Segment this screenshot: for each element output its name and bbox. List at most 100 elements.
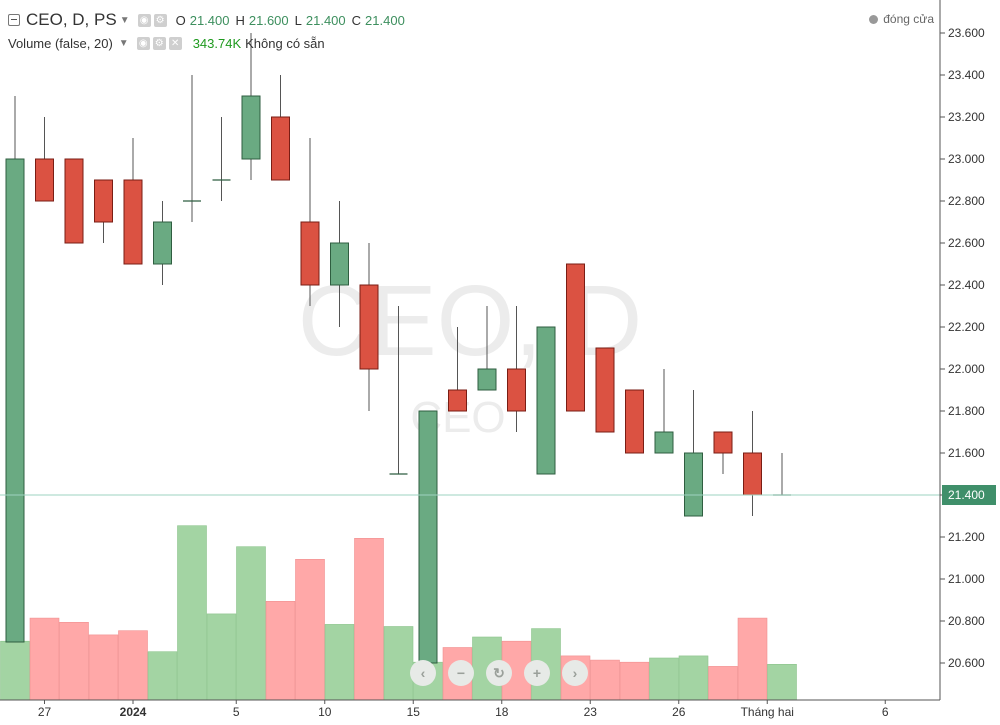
zoom-out-button[interactable]: − [448,660,474,686]
candle [448,327,467,412]
x-tick-label: 10 [318,705,332,719]
watermark-main: CEO, D [298,265,642,377]
candle-body [566,263,585,412]
volume-bar [295,558,325,701]
candle-body [654,431,674,454]
close-legend-label: đóng cửa [883,12,934,26]
resolution-chevron-icon[interactable]: ▼ [119,14,130,26]
volume-bar [354,537,384,701]
eye-icon[interactable]: ◉ [136,37,150,50]
y-tick-label: 23.000 [948,152,985,166]
volume-bar [147,651,178,701]
candle [507,306,526,432]
volume-bar [737,617,768,701]
candle [271,75,290,181]
volume-value: 343.74K [192,36,242,51]
candle-body [743,452,762,496]
gear-icon[interactable]: ⚙ [152,37,166,50]
low-key: L [294,12,302,28]
candle-body [330,242,349,286]
candle-body [477,368,497,391]
candle [183,75,201,222]
y-tick-label: 21.000 [948,572,985,586]
volume-bar [29,617,60,701]
x-tick-label: 27 [38,705,52,719]
price-candles [5,33,791,664]
scroll-left-button[interactable]: ‹ [410,660,436,686]
volume-bar [590,659,620,701]
candle [743,411,762,516]
candle [64,158,84,244]
x-tick-label: 5 [233,705,240,719]
scroll-right-button[interactable]: › [562,660,588,686]
candle-body [241,95,261,160]
y-tick-label: 23.200 [948,110,985,124]
volume-label[interactable]: Volume (false, 20) [8,36,113,51]
candle [713,431,733,474]
candle [418,410,438,664]
open-value: 21.400 [189,12,230,28]
y-tick-label: 22.800 [948,194,985,208]
y-tick-label: 23.400 [948,68,985,82]
volume-bar [619,661,650,701]
collapse-icon[interactable] [8,14,20,26]
close-key: C [351,12,362,28]
candle-body [359,284,379,370]
zoom-in-button[interactable]: + [524,660,550,686]
dot-icon [869,14,879,24]
candle [566,263,585,412]
volume-bar [649,657,679,701]
volume-chevron-icon[interactable]: ▼ [118,38,129,49]
candle-body [684,452,703,517]
y-tick-label: 22.000 [948,362,985,376]
x-tick-label: 18 [495,705,509,719]
y-tick-label: 20.800 [948,614,985,628]
candle [212,117,231,201]
low-value: 21.400 [305,12,346,28]
candle-body [153,221,172,265]
y-tick-label: 21.200 [948,530,985,544]
candle [123,138,143,265]
gear-icon[interactable]: ⚙ [153,13,167,27]
candle [241,33,261,180]
candle-body [64,158,84,244]
candle-body [536,326,556,475]
candle [300,138,320,306]
volume-na-text: Không có sẵn [245,36,325,51]
candle [94,179,113,243]
candle-body [5,158,25,643]
candle-body [625,389,644,454]
volume-bar [265,600,296,701]
price-axis-panel[interactable] [940,0,1000,725]
high-value: 21.600 [248,12,289,28]
x-tick-label: 15 [407,705,421,719]
y-tick-label: 22.200 [948,320,985,334]
candle [389,306,408,475]
reset-button[interactable]: ↻ [486,660,512,686]
x-tick-label: 23 [584,705,598,719]
y-tick-label: 23.600 [948,26,985,40]
volume-bar [708,666,738,701]
volume-bar [118,630,148,701]
close-icon[interactable]: ✕ [168,37,182,50]
main-series-legend: CEO, D, PS ▼ ◉ ⚙ O 21.400 H 21.600 L 21.400… [8,10,405,30]
x-tick-label: 6 [882,705,889,719]
volume-bar [767,663,797,701]
open-key: O [175,12,186,28]
volume-bar [383,626,414,701]
symbol-title[interactable]: CEO, D, PS [26,10,117,29]
volume-bar [206,613,237,701]
y-tick-label: 21.600 [948,446,985,460]
symbol-watermark: CEO, D CEO [298,265,642,442]
candle-body [94,179,113,223]
candle [773,453,791,496]
x-tick-label: 26 [672,705,686,719]
volume-bar [236,546,266,701]
candle-body [595,347,615,433]
x-tick-label: 2024 [120,705,147,719]
candle [477,306,497,391]
candle [654,369,674,454]
eye-icon[interactable]: ◉ [137,13,151,27]
y-tick-label: 22.400 [948,278,985,292]
